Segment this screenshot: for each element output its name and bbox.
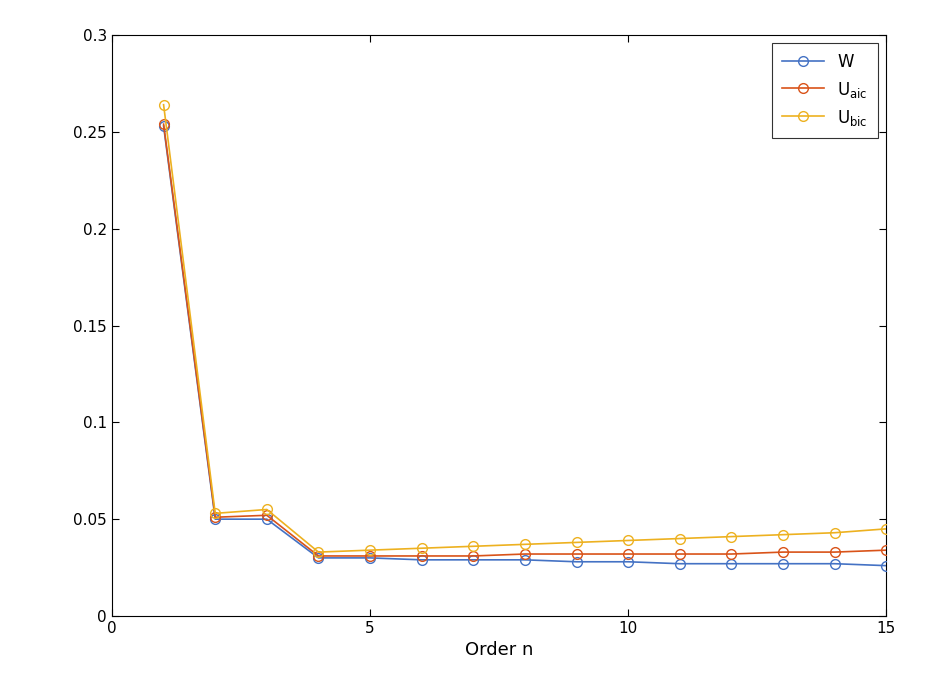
- U$_\mathregular{aic}$: [210, 513, 221, 522]
- W: [777, 559, 788, 568]
- U$_\mathregular{bic}$: [726, 533, 737, 541]
- Line: W: W: [159, 121, 891, 570]
- W: [210, 515, 221, 524]
- U$_\mathregular{bic}$: [622, 536, 634, 545]
- U$_\mathregular{bic}$: [365, 546, 376, 554]
- Line: U$_\mathregular{bic}$: U$_\mathregular{bic}$: [159, 100, 891, 557]
- U$_\mathregular{bic}$: [520, 540, 531, 549]
- U$_\mathregular{bic}$: [881, 525, 892, 533]
- W: [675, 559, 686, 568]
- W: [829, 559, 841, 568]
- W: [571, 558, 582, 566]
- W: [158, 122, 169, 130]
- U$_\mathregular{aic}$: [829, 548, 841, 556]
- W: [313, 554, 324, 562]
- W: [365, 554, 376, 562]
- W: [726, 559, 737, 568]
- U$_\mathregular{bic}$: [777, 531, 788, 539]
- U$_\mathregular{aic}$: [571, 550, 582, 558]
- U$_\mathregular{aic}$: [467, 552, 479, 560]
- Line: U$_\mathregular{aic}$: U$_\mathregular{aic}$: [159, 119, 891, 561]
- W: [881, 561, 892, 570]
- U$_\mathregular{bic}$: [313, 548, 324, 556]
- U$_\mathregular{bic}$: [416, 544, 427, 552]
- U$_\mathregular{aic}$: [261, 511, 272, 519]
- U$_\mathregular{bic}$: [467, 542, 479, 550]
- U$_\mathregular{aic}$: [313, 552, 324, 560]
- U$_\mathregular{bic}$: [675, 534, 686, 542]
- U$_\mathregular{bic}$: [158, 101, 169, 109]
- U$_\mathregular{aic}$: [622, 550, 634, 558]
- U$_\mathregular{bic}$: [261, 505, 272, 514]
- Legend: W, U$_\mathregular{aic}$, U$_\mathregular{bic}$: W, U$_\mathregular{aic}$, U$_\mathregula…: [773, 43, 878, 138]
- U$_\mathregular{aic}$: [675, 550, 686, 558]
- U$_\mathregular{bic}$: [571, 538, 582, 547]
- U$_\mathregular{aic}$: [777, 548, 788, 556]
- W: [520, 556, 531, 564]
- X-axis label: Order n: Order n: [465, 641, 534, 659]
- U$_\mathregular{bic}$: [829, 528, 841, 537]
- W: [261, 515, 272, 524]
- U$_\mathregular{aic}$: [881, 546, 892, 554]
- U$_\mathregular{aic}$: [158, 120, 169, 128]
- W: [467, 556, 479, 564]
- U$_\mathregular{aic}$: [520, 550, 531, 558]
- U$_\mathregular{aic}$: [365, 552, 376, 560]
- W: [622, 558, 634, 566]
- W: [416, 556, 427, 564]
- U$_\mathregular{bic}$: [210, 509, 221, 517]
- U$_\mathregular{aic}$: [726, 550, 737, 558]
- U$_\mathregular{aic}$: [416, 552, 427, 560]
